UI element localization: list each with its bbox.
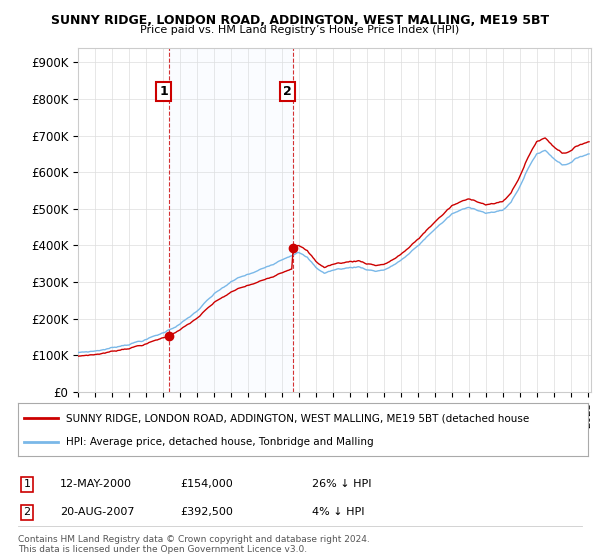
Text: SUNNY RIDGE, LONDON ROAD, ADDINGTON, WEST MALLING, ME19 5BT (detached house: SUNNY RIDGE, LONDON ROAD, ADDINGTON, WES… xyxy=(67,413,530,423)
Text: HPI: Average price, detached house, Tonbridge and Malling: HPI: Average price, detached house, Tonb… xyxy=(67,436,374,446)
Text: 4% ↓ HPI: 4% ↓ HPI xyxy=(312,507,365,517)
Text: SUNNY RIDGE, LONDON ROAD, ADDINGTON, WEST MALLING, ME19 5BT: SUNNY RIDGE, LONDON ROAD, ADDINGTON, WES… xyxy=(51,14,549,27)
Text: Price paid vs. HM Land Registry’s House Price Index (HPI): Price paid vs. HM Land Registry’s House … xyxy=(140,25,460,35)
Text: 26% ↓ HPI: 26% ↓ HPI xyxy=(312,479,371,489)
Text: Contains HM Land Registry data © Crown copyright and database right 2024.
This d: Contains HM Land Registry data © Crown c… xyxy=(18,535,370,554)
Text: £392,500: £392,500 xyxy=(180,507,233,517)
Text: 1: 1 xyxy=(23,479,31,489)
Text: 1: 1 xyxy=(160,85,169,98)
Text: 2: 2 xyxy=(283,85,292,98)
Text: 2: 2 xyxy=(23,507,31,517)
Text: 12-MAY-2000: 12-MAY-2000 xyxy=(60,479,132,489)
Text: £154,000: £154,000 xyxy=(180,479,233,489)
Text: 20-AUG-2007: 20-AUG-2007 xyxy=(60,507,134,517)
Bar xyxy=(169,48,293,392)
